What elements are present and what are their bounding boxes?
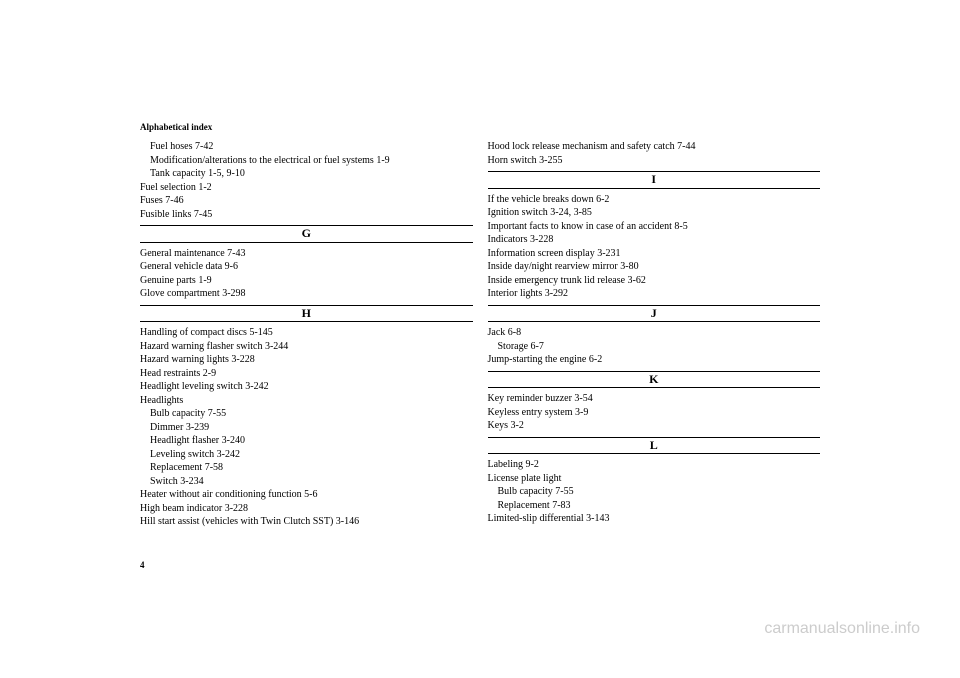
index-entry: Jack 6-8 [488,326,821,340]
index-entry: Jump-starting the engine 6-2 [488,353,821,367]
section-header: G [140,225,473,243]
index-entry: Fusible links 7-45 [140,208,473,222]
index-entry: Limited-slip differential 3-143 [488,512,821,526]
index-entry: Replacement 7-58 [140,461,473,475]
index-entry: Modification/alterations to the electric… [140,154,473,168]
index-entry: Hazard warning lights 3-228 [140,353,473,367]
watermark: carmanualsonline.info [764,620,920,638]
index-entry: Handling of compact discs 5-145 [140,326,473,340]
index-entry: Tank capacity 1-5, 9-10 [140,167,473,181]
index-entry: Headlight flasher 3-240 [140,434,473,448]
index-entry: License plate light [488,472,821,486]
index-entry: Headlights [140,394,473,408]
index-entry: If the vehicle breaks down 6-2 [488,193,821,207]
header-title: Alphabetical index [140,122,212,132]
index-entry: Key reminder buzzer 3-54 [488,392,821,406]
index-entry: Fuel hoses 7-42 [140,140,473,154]
index-entry: Headlight leveling switch 3-242 [140,380,473,394]
index-entry: Inside emergency trunk lid release 3-62 [488,274,821,288]
index-entry: Keys 3-2 [488,419,821,433]
index-entry: Information screen display 3-231 [488,247,821,261]
index-entry: Replacement 7-83 [488,499,821,513]
index-entry: Switch 3-234 [140,475,473,489]
page-number: 4 [140,560,145,570]
index-entry: Indicators 3-228 [488,233,821,247]
index-entry: Heater without air conditioning function… [140,488,473,502]
index-entry: Keyless entry system 3-9 [488,406,821,420]
index-entry: Fuses 7-46 [140,194,473,208]
index-entry: Interior lights 3-292 [488,287,821,301]
index-entry: Glove compartment 3-298 [140,287,473,301]
index-entry: Storage 6-7 [488,340,821,354]
index-entry: Head restraints 2-9 [140,367,473,381]
index-entry: Fuel selection 1-2 [140,181,473,195]
index-entry: General vehicle data 9-6 [140,260,473,274]
index-entry: Labeling 9-2 [488,458,821,472]
index-entry: Genuine parts 1-9 [140,274,473,288]
index-entry: Bulb capacity 7-55 [488,485,821,499]
section-header: J [488,305,821,323]
section-header: K [488,371,821,389]
index-entry: Bulb capacity 7-55 [140,407,473,421]
index-entry: Inside day/night rearview mirror 3-80 [488,260,821,274]
section-header: L [488,437,821,455]
index-entry: Horn switch 3-255 [488,154,821,168]
index-entry: Leveling switch 3-242 [140,448,473,462]
right-column: Hood lock release mechanism and safety c… [488,140,821,529]
left-column: Fuel hoses 7-42Modification/alterations … [140,140,473,529]
index-entry: Important facts to know in case of an ac… [488,220,821,234]
index-entry: General maintenance 7-43 [140,247,473,261]
index-entry: Hood lock release mechanism and safety c… [488,140,821,154]
index-entry: Hill start assist (vehicles with Twin Cl… [140,515,473,529]
section-header: I [488,171,821,189]
index-entry: Dimmer 3-239 [140,421,473,435]
index-content: Fuel hoses 7-42Modification/alterations … [140,140,820,529]
index-entry: High beam indicator 3-228 [140,502,473,516]
index-entry: Hazard warning flasher switch 3-244 [140,340,473,354]
section-header: H [140,305,473,323]
index-entry: Ignition switch 3-24, 3-85 [488,206,821,220]
